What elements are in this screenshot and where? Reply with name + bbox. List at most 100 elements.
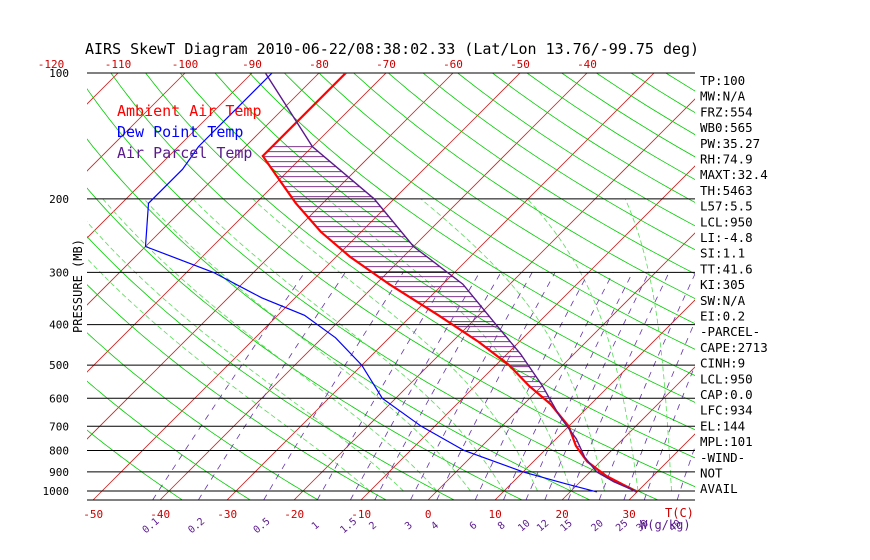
mixing-ratio-line (374, 272, 502, 500)
series-line-1 (144, 73, 598, 493)
top-temp-tick-label: -60 (443, 58, 463, 71)
index-value: AVAIL (700, 481, 738, 496)
mixing-ratio-tick-label: 3 (403, 520, 415, 532)
temp-tick-label: -20 (284, 508, 304, 521)
mixing-ratio-line (350, 272, 480, 500)
index-value: LI:-4.8 (700, 230, 753, 245)
dry-adiabat-line (179, 73, 695, 431)
mixing-ratio-line (474, 272, 589, 500)
isotherm-line (293, 98, 695, 500)
index-value: KI:305 (700, 277, 745, 292)
isotherm-line (87, 73, 253, 239)
dry-adiabat-line (87, 88, 658, 500)
temp-tick-label: -50 (83, 508, 103, 521)
dry-adiabat-line (526, 73, 695, 180)
mixing-ratio-tick-label: 0.2 (186, 516, 207, 536)
mixing-ratio-line (503, 272, 614, 500)
index-value: WB0:565 (700, 120, 753, 135)
dry-adiabat-line (387, 73, 695, 275)
dry-adiabat-line (214, 73, 695, 403)
mixing-ratio-tick-label: 6 (468, 520, 480, 532)
dry-adiabat-line (637, 33, 870, 500)
top-temp-tick-label: -120 (38, 58, 65, 71)
mixing-ratio-line (198, 272, 346, 500)
dry-adiabat-line (457, 73, 695, 227)
top-temp-tick-label: -110 (105, 58, 132, 71)
index-value: CAP:0.0 (700, 387, 753, 402)
isotherm-line (427, 232, 695, 500)
mixing-ratio-tick-label: 4 (429, 520, 441, 532)
index-value: LFC:934 (700, 403, 753, 418)
dry-adiabat-line (768, 33, 870, 500)
isotherm-line (87, 73, 454, 440)
mixing-ratio-line (643, 364, 695, 500)
index-value: -WIND- (700, 450, 745, 465)
pressure-tick-label: 500 (49, 359, 69, 372)
mixing-ratio-tick-label: 12 (535, 518, 551, 534)
index-value: PW:35.27 (700, 136, 760, 151)
series-line-2 (264, 73, 638, 493)
index-value: RH:74.9 (700, 152, 753, 167)
index-value: LCL:950 (700, 371, 753, 386)
moist-adiabat-line (527, 198, 639, 492)
dry-adiabat-line (283, 73, 695, 350)
top-temp-tick-label: -80 (309, 58, 329, 71)
dry-adiabat-line (87, 429, 183, 500)
mixing-ratio-line (263, 272, 404, 500)
dry-adiabat-line (561, 73, 695, 158)
isotherm-line (226, 73, 655, 500)
top-temp-tick-label: -100 (172, 58, 199, 71)
temp-tick-label: -30 (217, 508, 237, 521)
top-temp-tick-label: -50 (510, 58, 530, 71)
isotherm-line (763, 32, 870, 499)
legend: Ambient Air Temp Dew Point Temp Air Parcel… (117, 102, 262, 162)
isotherm-line (92, 73, 521, 500)
index-value: MW:N/A (700, 89, 746, 104)
index-value: TP:100 (700, 73, 745, 88)
dry-adiabat-line (87, 138, 590, 500)
mixing-ratio-line (544, 272, 650, 500)
legend-entry: Dew Point Temp (117, 123, 243, 141)
moist-adiabat-line (87, 257, 371, 492)
mixing-ratio-tick-label: 0.5 (252, 516, 273, 536)
pressure-tick-label: 200 (49, 193, 69, 206)
dry-adiabat-line (422, 73, 695, 251)
top-temp-tick-label: -70 (376, 58, 396, 71)
index-value: TT:41.6 (700, 261, 753, 276)
mixing-ratio-line (410, 272, 533, 500)
temp-tick-label: 20 (556, 508, 569, 521)
index-value: FRZ:554 (700, 104, 753, 119)
dry-adiabat-line (87, 332, 319, 500)
mixing-ratio-line (152, 272, 306, 500)
temp-axis-unit: T(C) (665, 506, 694, 520)
index-value: CINH:9 (700, 356, 745, 371)
dry-adiabat-line (87, 380, 251, 500)
mixing-ratio-line (598, 272, 695, 500)
dry-adiabat-line (145, 73, 695, 459)
isotherm-line (494, 299, 695, 500)
dry-adiabat-line (800, 33, 870, 500)
top-temp-tick-label: -90 (242, 58, 262, 71)
index-value: LCL:950 (700, 214, 753, 229)
index-value: EI:0.2 (700, 309, 745, 324)
index-value: NOT (700, 466, 723, 481)
mixing-ratio-tick-label: 8 (496, 520, 508, 532)
dry-adiabat-line (735, 33, 870, 500)
dry-adiabat-line (491, 73, 695, 203)
temp-tick-label: 30 (623, 508, 636, 521)
isobar-lines (87, 72, 695, 501)
dry-adiabat-line (353, 73, 695, 299)
legend-entry: Air Parcel Temp (117, 144, 252, 162)
profile-lines (144, 73, 638, 493)
y-axis-label: PRESSURE (MB) (71, 239, 85, 333)
temp-tick-label: 0 (425, 508, 432, 521)
stability-indices: TP:100MW:N/AFRZ:554WB0:565PW:35.27RH:74.… (700, 73, 768, 496)
dry-adiabat-line (110, 73, 695, 488)
isotherm-line (87, 73, 387, 373)
dry-adiabat-line (87, 187, 522, 500)
isotherm-line (0, 32, 25, 499)
isotherm-line (87, 73, 320, 306)
mixing-ratio-line (436, 272, 556, 500)
top-temp-tick-label: -40 (577, 58, 597, 71)
